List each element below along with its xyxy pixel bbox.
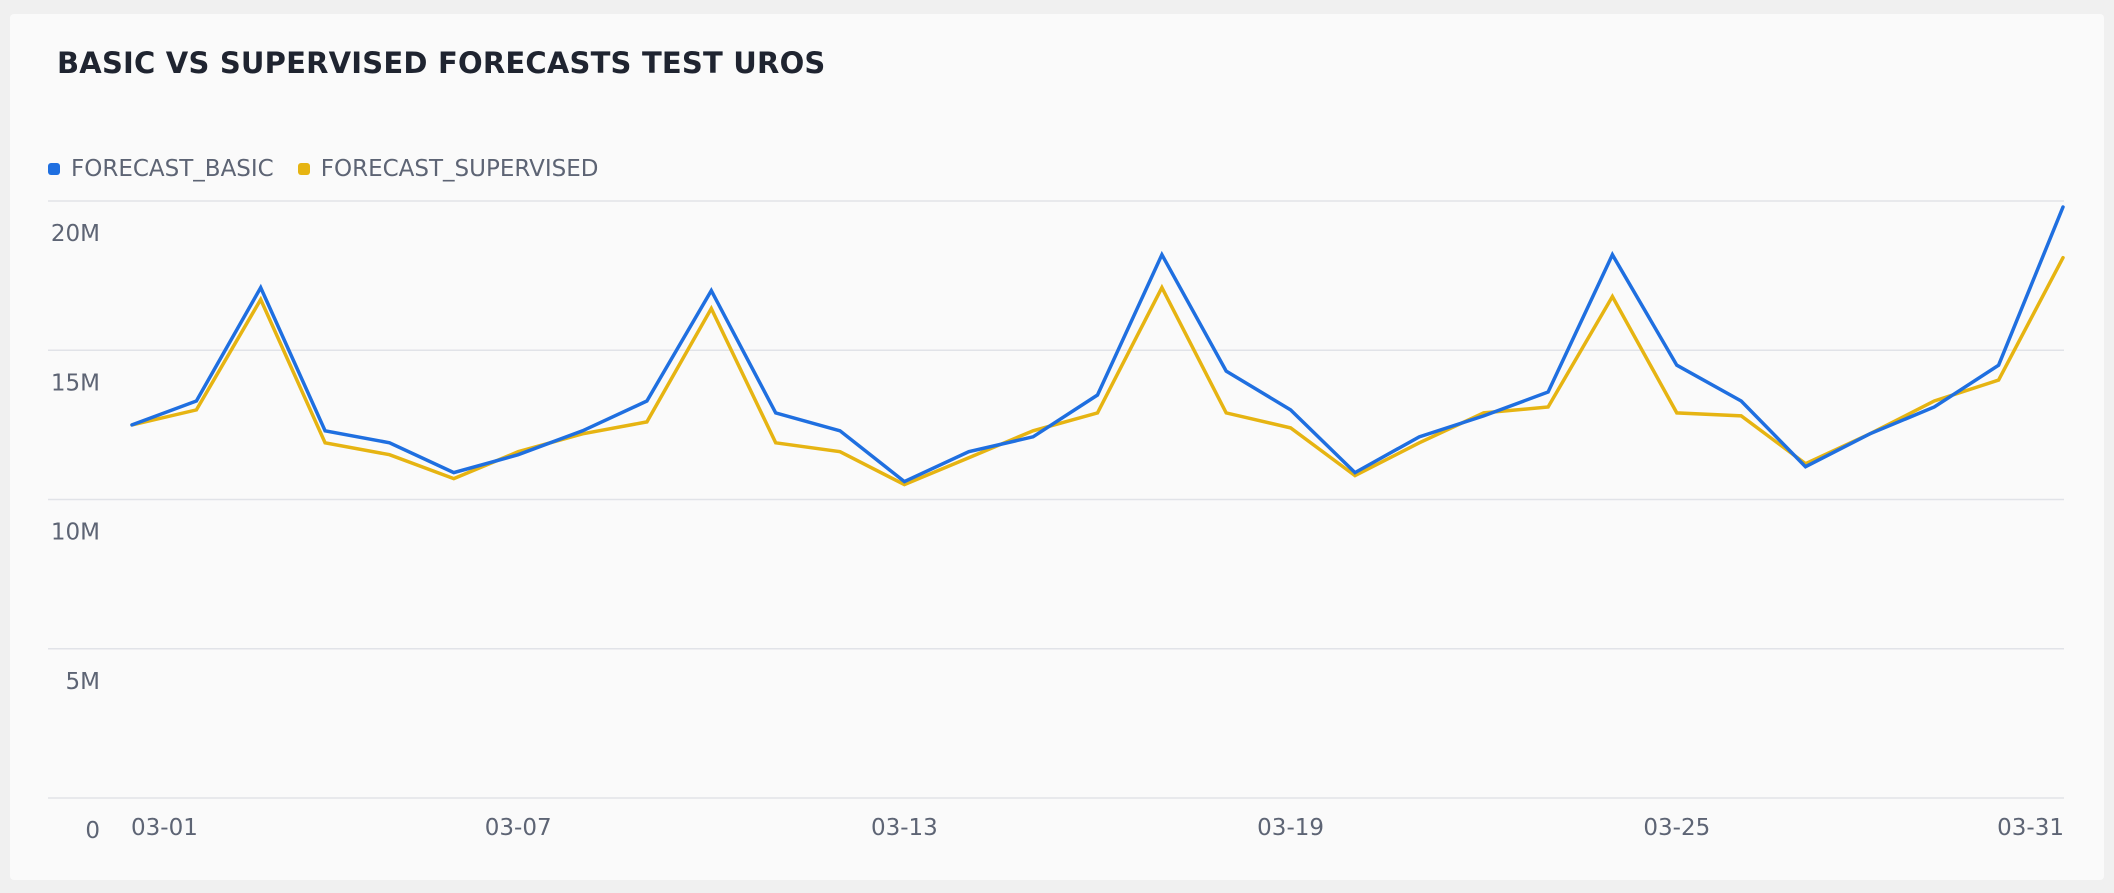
chart-legend: FORECAST_BASIC FORECAST_SUPERVISED xyxy=(48,154,598,184)
x-tick-label: 03-01 xyxy=(131,815,198,841)
legend-label-forecast-basic: FORECAST_BASIC xyxy=(71,156,274,182)
chart-card: BASIC VS SUPERVISED FORECASTS TEST UROS … xyxy=(10,14,2104,880)
series-line-forecast-basic xyxy=(130,205,2065,484)
series-lines xyxy=(130,205,2065,487)
legend-item-forecast-supervised[interactable]: FORECAST_SUPERVISED xyxy=(297,156,599,182)
y-tick-label: 10M xyxy=(51,520,100,546)
grid-lines xyxy=(48,200,2064,799)
x-tick-label: 03-31 xyxy=(1997,815,2064,841)
x-tick-label: 03-07 xyxy=(485,815,552,841)
legend-swatch-forecast-supervised xyxy=(297,163,310,175)
x-tick-label: 03-25 xyxy=(1643,815,1710,841)
y-tick-label: 0 xyxy=(85,818,100,844)
y-tick-label: 20M xyxy=(51,221,100,247)
x-tick-label: 03-13 xyxy=(871,815,938,841)
legend-item-forecast-basic[interactable]: FORECAST_BASIC xyxy=(48,156,274,182)
legend-label-forecast-supervised: FORECAST_SUPERVISED xyxy=(320,156,599,182)
y-tick-label: 15M xyxy=(51,370,100,396)
y-axis: 0 5M 10M 15M 20M xyxy=(51,221,100,844)
x-tick-label: 03-19 xyxy=(1257,815,1324,841)
x-axis: 03-01 03-07 03-13 03-19 03-25 03-31 xyxy=(131,815,2064,841)
chart-title: BASIC VS SUPERVISED FORECASTS TEST UROS xyxy=(57,46,826,80)
series-line-forecast-supervised xyxy=(130,255,2065,487)
y-tick-label: 5M xyxy=(66,669,100,695)
legend-swatch-forecast-basic xyxy=(48,163,60,175)
